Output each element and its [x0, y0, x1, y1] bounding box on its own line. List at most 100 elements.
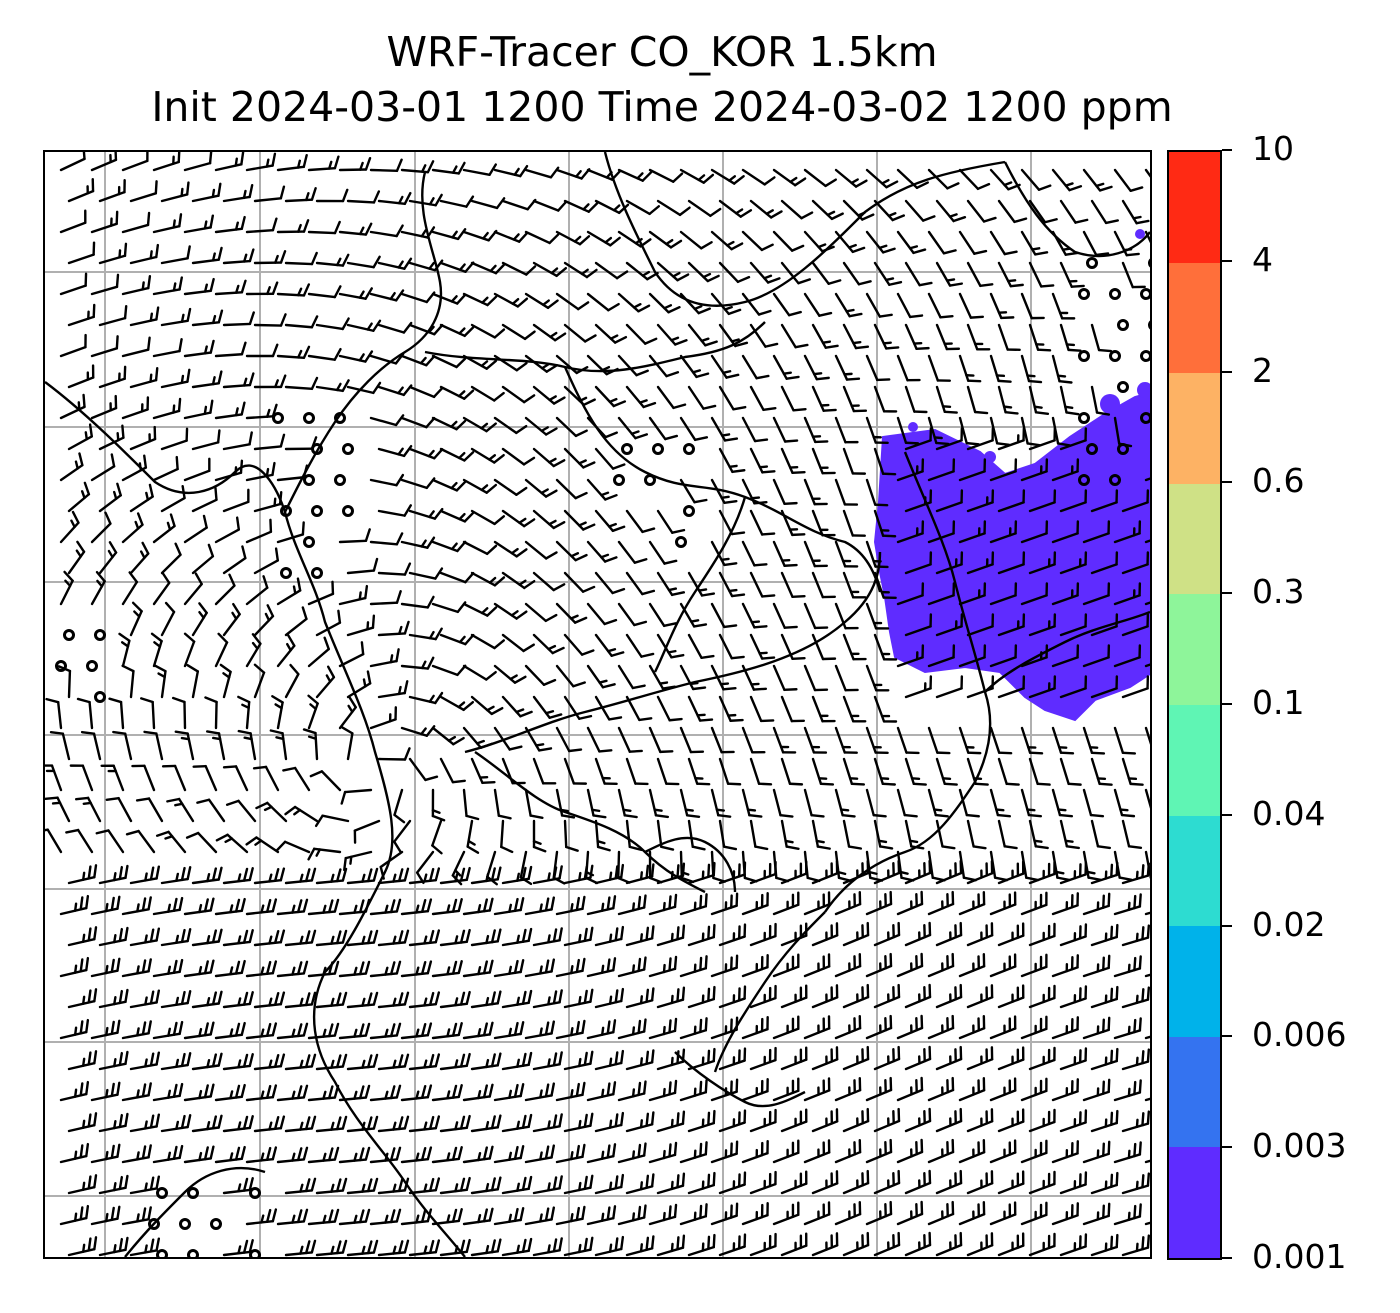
wind-barb-shaft	[59, 1030, 88, 1040]
wind-barb	[873, 1169, 901, 1195]
wind-barb-flag	[620, 987, 625, 1003]
wind-barb-flag	[1146, 924, 1150, 939]
wind-barb	[253, 991, 286, 1009]
wind-barb-flag	[527, 1113, 533, 1129]
wind-barb-shaft	[1121, 819, 1131, 848]
wind-barb-flag	[704, 1141, 708, 1156]
wind-barb-flag	[458, 263, 466, 272]
wind-barb	[935, 613, 964, 637]
wind-barb-flag	[642, 1080, 647, 1095]
wind-barb-flag	[750, 620, 761, 624]
wind-barb-shaft	[222, 940, 252, 947]
wind-barb-flag	[631, 1088, 636, 1098]
wind-barb	[315, 1239, 348, 1257]
wind-barb-shaft	[834, 1212, 862, 1226]
wind-barb-flag	[548, 233, 560, 245]
wind-barb-flag	[570, 1150, 574, 1161]
wind-barb-flag	[513, 1083, 519, 1099]
wind-barb-flag	[553, 332, 567, 342]
wind-barb	[152, 213, 183, 234]
wind-barb-flag	[845, 377, 861, 381]
wind-barb-shaft	[129, 610, 143, 637]
wind-barb-flag	[45, 796, 59, 801]
wind-barb	[1051, 1202, 1079, 1226]
wind-barb-flag	[631, 964, 636, 974]
wind-barb	[656, 199, 691, 217]
wind-barb-shaft	[67, 875, 96, 885]
wind-barb-flag	[425, 416, 436, 429]
wind-barb-flag	[552, 521, 566, 530]
wind-barb	[1113, 726, 1137, 755]
wind-barb-shaft	[958, 292, 973, 319]
wind-barb-shaft	[501, 939, 530, 947]
wind-barb	[315, 188, 349, 203]
wind-barb-shaft	[183, 411, 212, 420]
wind-barb-flag	[544, 959, 550, 974]
wind-barb-flag	[1064, 251, 1079, 256]
wind-barb-shaft	[532, 939, 561, 947]
wind-barb	[749, 199, 783, 219]
wind-barb	[493, 1021, 525, 1040]
wind-barb	[214, 516, 241, 544]
wind-barb	[470, 261, 506, 275]
wind-barb	[1082, 954, 1111, 978]
wind-barb-shaft	[718, 323, 737, 348]
wind-barb-flag	[248, 184, 254, 199]
wind-barb-flag	[299, 1121, 304, 1131]
wind-barb-flag	[581, 957, 586, 973]
wind-barb-flag	[180, 1114, 186, 1130]
wind-barb-shaft	[873, 385, 886, 413]
wind-barb	[98, 1174, 129, 1195]
wind-barb-shaft	[315, 621, 342, 637]
wind-barb-shaft	[679, 850, 684, 880]
wind-barb	[586, 168, 622, 181]
wind-barb-flag	[95, 570, 106, 583]
wind-barb-flag	[457, 390, 466, 398]
wind-barb-flag	[540, 488, 549, 495]
wind-barb-flag	[203, 1022, 209, 1037]
wind-barb-flag	[1098, 185, 1113, 192]
wind-barb-flag	[172, 1145, 178, 1160]
wind-barb	[927, 1200, 955, 1226]
wind-barb	[393, 819, 412, 854]
wind-barb	[214, 341, 247, 358]
wind-barb-shaft	[315, 941, 345, 947]
wind-barb-flag	[229, 1090, 234, 1100]
wind-barb-shaft	[656, 819, 663, 848]
wind-barb-shaft	[152, 970, 181, 978]
wind-barb-shaft	[842, 633, 855, 661]
wind-barb-shaft	[1113, 1091, 1142, 1102]
wind-barb-flag	[139, 550, 146, 560]
wind-barb-flag	[248, 1053, 254, 1068]
wind-barb-flag	[395, 1146, 402, 1161]
wind-barb	[307, 1208, 340, 1226]
wind-barb-flag	[545, 710, 555, 715]
wind-barb	[803, 1077, 831, 1102]
wind-barb	[1059, 1109, 1088, 1133]
wind-barb-shaft	[253, 559, 279, 575]
wind-barb-shaft	[873, 695, 886, 723]
wind-barb-flag	[490, 1239, 496, 1254]
wind-barb	[222, 1177, 254, 1195]
wind-barb-shaft	[183, 1033, 212, 1040]
wind-barb-shaft	[284, 1189, 314, 1195]
wind-barb	[594, 385, 627, 408]
wind-barb-shaft	[997, 385, 1007, 414]
wind-barb	[315, 609, 342, 637]
wind-barb-shaft	[519, 850, 528, 879]
wind-barb-flag	[877, 839, 888, 844]
wind-barb-shaft	[648, 1029, 677, 1040]
wind-barb-flag	[364, 1084, 371, 1099]
wind-barb-flag	[366, 1178, 373, 1193]
wind-barb	[741, 1077, 769, 1102]
wind-barb-flag	[202, 514, 208, 529]
wind-barb-flag	[315, 848, 322, 857]
wind-barb	[1028, 323, 1052, 352]
wind-barb-shaft	[1090, 563, 1118, 575]
wind-barb	[225, 799, 257, 823]
wind-barb-shaft	[1059, 1059, 1087, 1071]
wind-barb	[284, 376, 319, 391]
wind-barb-shaft	[710, 664, 725, 691]
wind-barb	[1059, 819, 1080, 850]
wind-barb-flag	[110, 1206, 115, 1222]
